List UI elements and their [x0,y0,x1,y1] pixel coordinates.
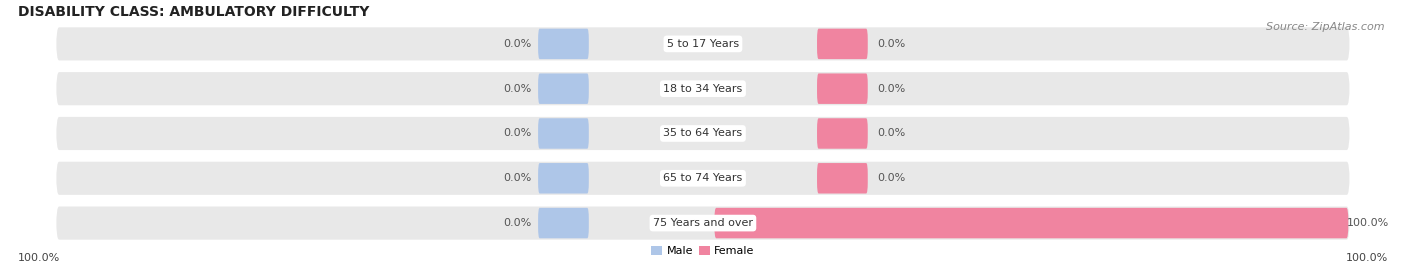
Text: 0.0%: 0.0% [503,129,531,139]
Text: 0.0%: 0.0% [877,84,905,94]
FancyBboxPatch shape [817,118,868,149]
FancyBboxPatch shape [56,162,1350,195]
FancyBboxPatch shape [817,163,868,193]
Text: 75 Years and over: 75 Years and over [652,218,754,228]
FancyBboxPatch shape [56,207,1350,240]
FancyBboxPatch shape [56,27,1350,61]
FancyBboxPatch shape [817,29,868,59]
Text: DISABILITY CLASS: AMBULATORY DIFFICULTY: DISABILITY CLASS: AMBULATORY DIFFICULTY [18,5,370,19]
Text: 35 to 64 Years: 35 to 64 Years [664,129,742,139]
Text: 0.0%: 0.0% [877,39,905,49]
Legend: Male, Female: Male, Female [647,241,759,260]
Text: 0.0%: 0.0% [877,173,905,183]
FancyBboxPatch shape [538,73,589,104]
FancyBboxPatch shape [817,73,868,104]
FancyBboxPatch shape [538,118,589,149]
Text: 0.0%: 0.0% [503,84,531,94]
Text: 100.0%: 100.0% [18,253,60,263]
FancyBboxPatch shape [538,29,589,59]
FancyBboxPatch shape [538,208,589,238]
Text: 65 to 74 Years: 65 to 74 Years [664,173,742,183]
FancyBboxPatch shape [714,208,1348,238]
Text: 0.0%: 0.0% [877,129,905,139]
Text: Source: ZipAtlas.com: Source: ZipAtlas.com [1267,22,1385,31]
Text: 0.0%: 0.0% [503,173,531,183]
Text: 100.0%: 100.0% [1347,218,1389,228]
Text: 18 to 34 Years: 18 to 34 Years [664,84,742,94]
Text: 0.0%: 0.0% [503,39,531,49]
Text: 5 to 17 Years: 5 to 17 Years [666,39,740,49]
Text: 100.0%: 100.0% [1346,253,1388,263]
FancyBboxPatch shape [56,117,1350,150]
Text: 0.0%: 0.0% [503,218,531,228]
FancyBboxPatch shape [538,163,589,193]
FancyBboxPatch shape [56,72,1350,105]
